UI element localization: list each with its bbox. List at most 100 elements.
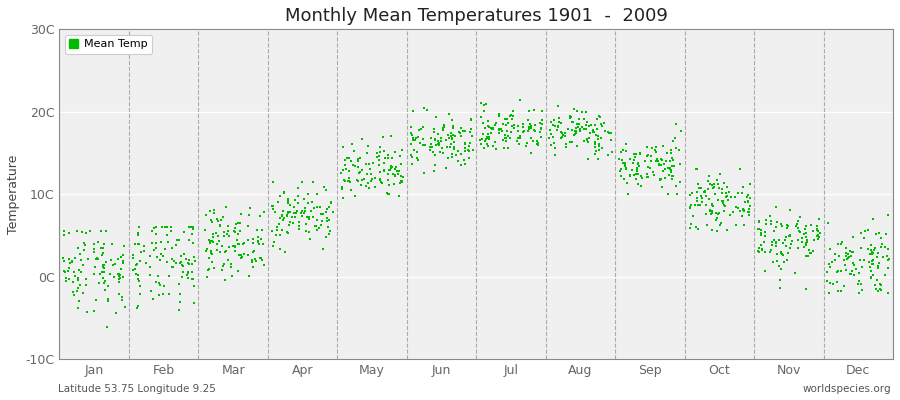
Point (518, 143, 533, 150)
Point (418, 142, 432, 148)
Point (105, 261, 120, 268)
Point (641, 152, 655, 158)
Point (499, 135, 513, 142)
Point (305, 199, 320, 206)
Point (388, 149, 402, 155)
Point (212, 249, 227, 255)
Point (481, 143, 495, 149)
Point (428, 162, 442, 168)
Point (234, 251, 248, 258)
Point (350, 158, 365, 165)
Point (480, 141, 494, 147)
Point (147, 246, 161, 253)
Point (751, 248, 765, 254)
Point (130, 232, 145, 238)
Point (770, 251, 784, 257)
Point (842, 254, 856, 260)
Point (464, 116, 478, 122)
Point (365, 160, 380, 167)
Point (577, 126, 591, 132)
Point (112, 256, 126, 262)
Point (237, 241, 251, 247)
Point (706, 203, 721, 210)
Point (764, 247, 778, 253)
Point (185, 226, 200, 232)
Point (641, 164, 655, 170)
Point (836, 257, 850, 264)
Point (381, 177, 395, 183)
Point (663, 150, 678, 156)
Point (181, 269, 195, 276)
Point (783, 245, 797, 251)
Point (552, 115, 566, 122)
Point (665, 154, 680, 161)
Point (813, 230, 827, 236)
Point (184, 268, 199, 275)
Point (504, 129, 518, 136)
Point (234, 255, 248, 261)
Point (77, 246, 92, 253)
Point (791, 218, 806, 224)
Point (267, 239, 282, 246)
Point (362, 160, 376, 167)
Point (205, 250, 220, 257)
Point (801, 252, 815, 259)
Point (61, 230, 76, 236)
Point (595, 122, 609, 129)
Point (297, 210, 311, 216)
Point (373, 176, 387, 182)
Point (706, 181, 721, 187)
Point (86, 249, 101, 255)
Point (441, 155, 455, 162)
Point (221, 233, 236, 240)
Point (210, 241, 224, 247)
Point (791, 245, 806, 252)
Point (834, 288, 849, 294)
Point (269, 231, 284, 238)
Point (663, 167, 678, 173)
Point (741, 209, 755, 215)
Point (96, 245, 111, 251)
Point (200, 246, 214, 253)
Point (61, 268, 76, 274)
Point (132, 283, 147, 289)
Point (616, 147, 630, 153)
Point (216, 214, 230, 220)
Point (101, 283, 115, 289)
Point (516, 129, 530, 136)
Point (580, 138, 595, 145)
Point (438, 164, 453, 171)
Point (866, 216, 880, 222)
Point (266, 179, 280, 185)
Point (383, 133, 398, 139)
Point (824, 246, 838, 252)
Point (780, 222, 795, 228)
Point (562, 115, 577, 122)
Point (321, 217, 336, 223)
Point (61, 256, 76, 262)
Point (879, 231, 894, 237)
Point (705, 182, 719, 188)
Point (433, 149, 447, 156)
Point (498, 116, 512, 122)
Point (863, 274, 878, 280)
Point (844, 253, 859, 259)
Point (580, 156, 595, 162)
Point (454, 151, 468, 157)
Point (428, 152, 442, 159)
Point (395, 178, 410, 184)
Point (457, 141, 472, 148)
Point (573, 126, 588, 132)
Point (655, 156, 670, 163)
Point (104, 256, 118, 263)
Point (479, 101, 493, 108)
Point (300, 213, 314, 220)
Point (733, 166, 747, 173)
Point (213, 216, 228, 223)
Point (187, 300, 202, 306)
Point (699, 202, 714, 208)
Point (548, 152, 562, 158)
Point (215, 267, 230, 273)
Point (579, 109, 593, 116)
Point (182, 224, 196, 230)
